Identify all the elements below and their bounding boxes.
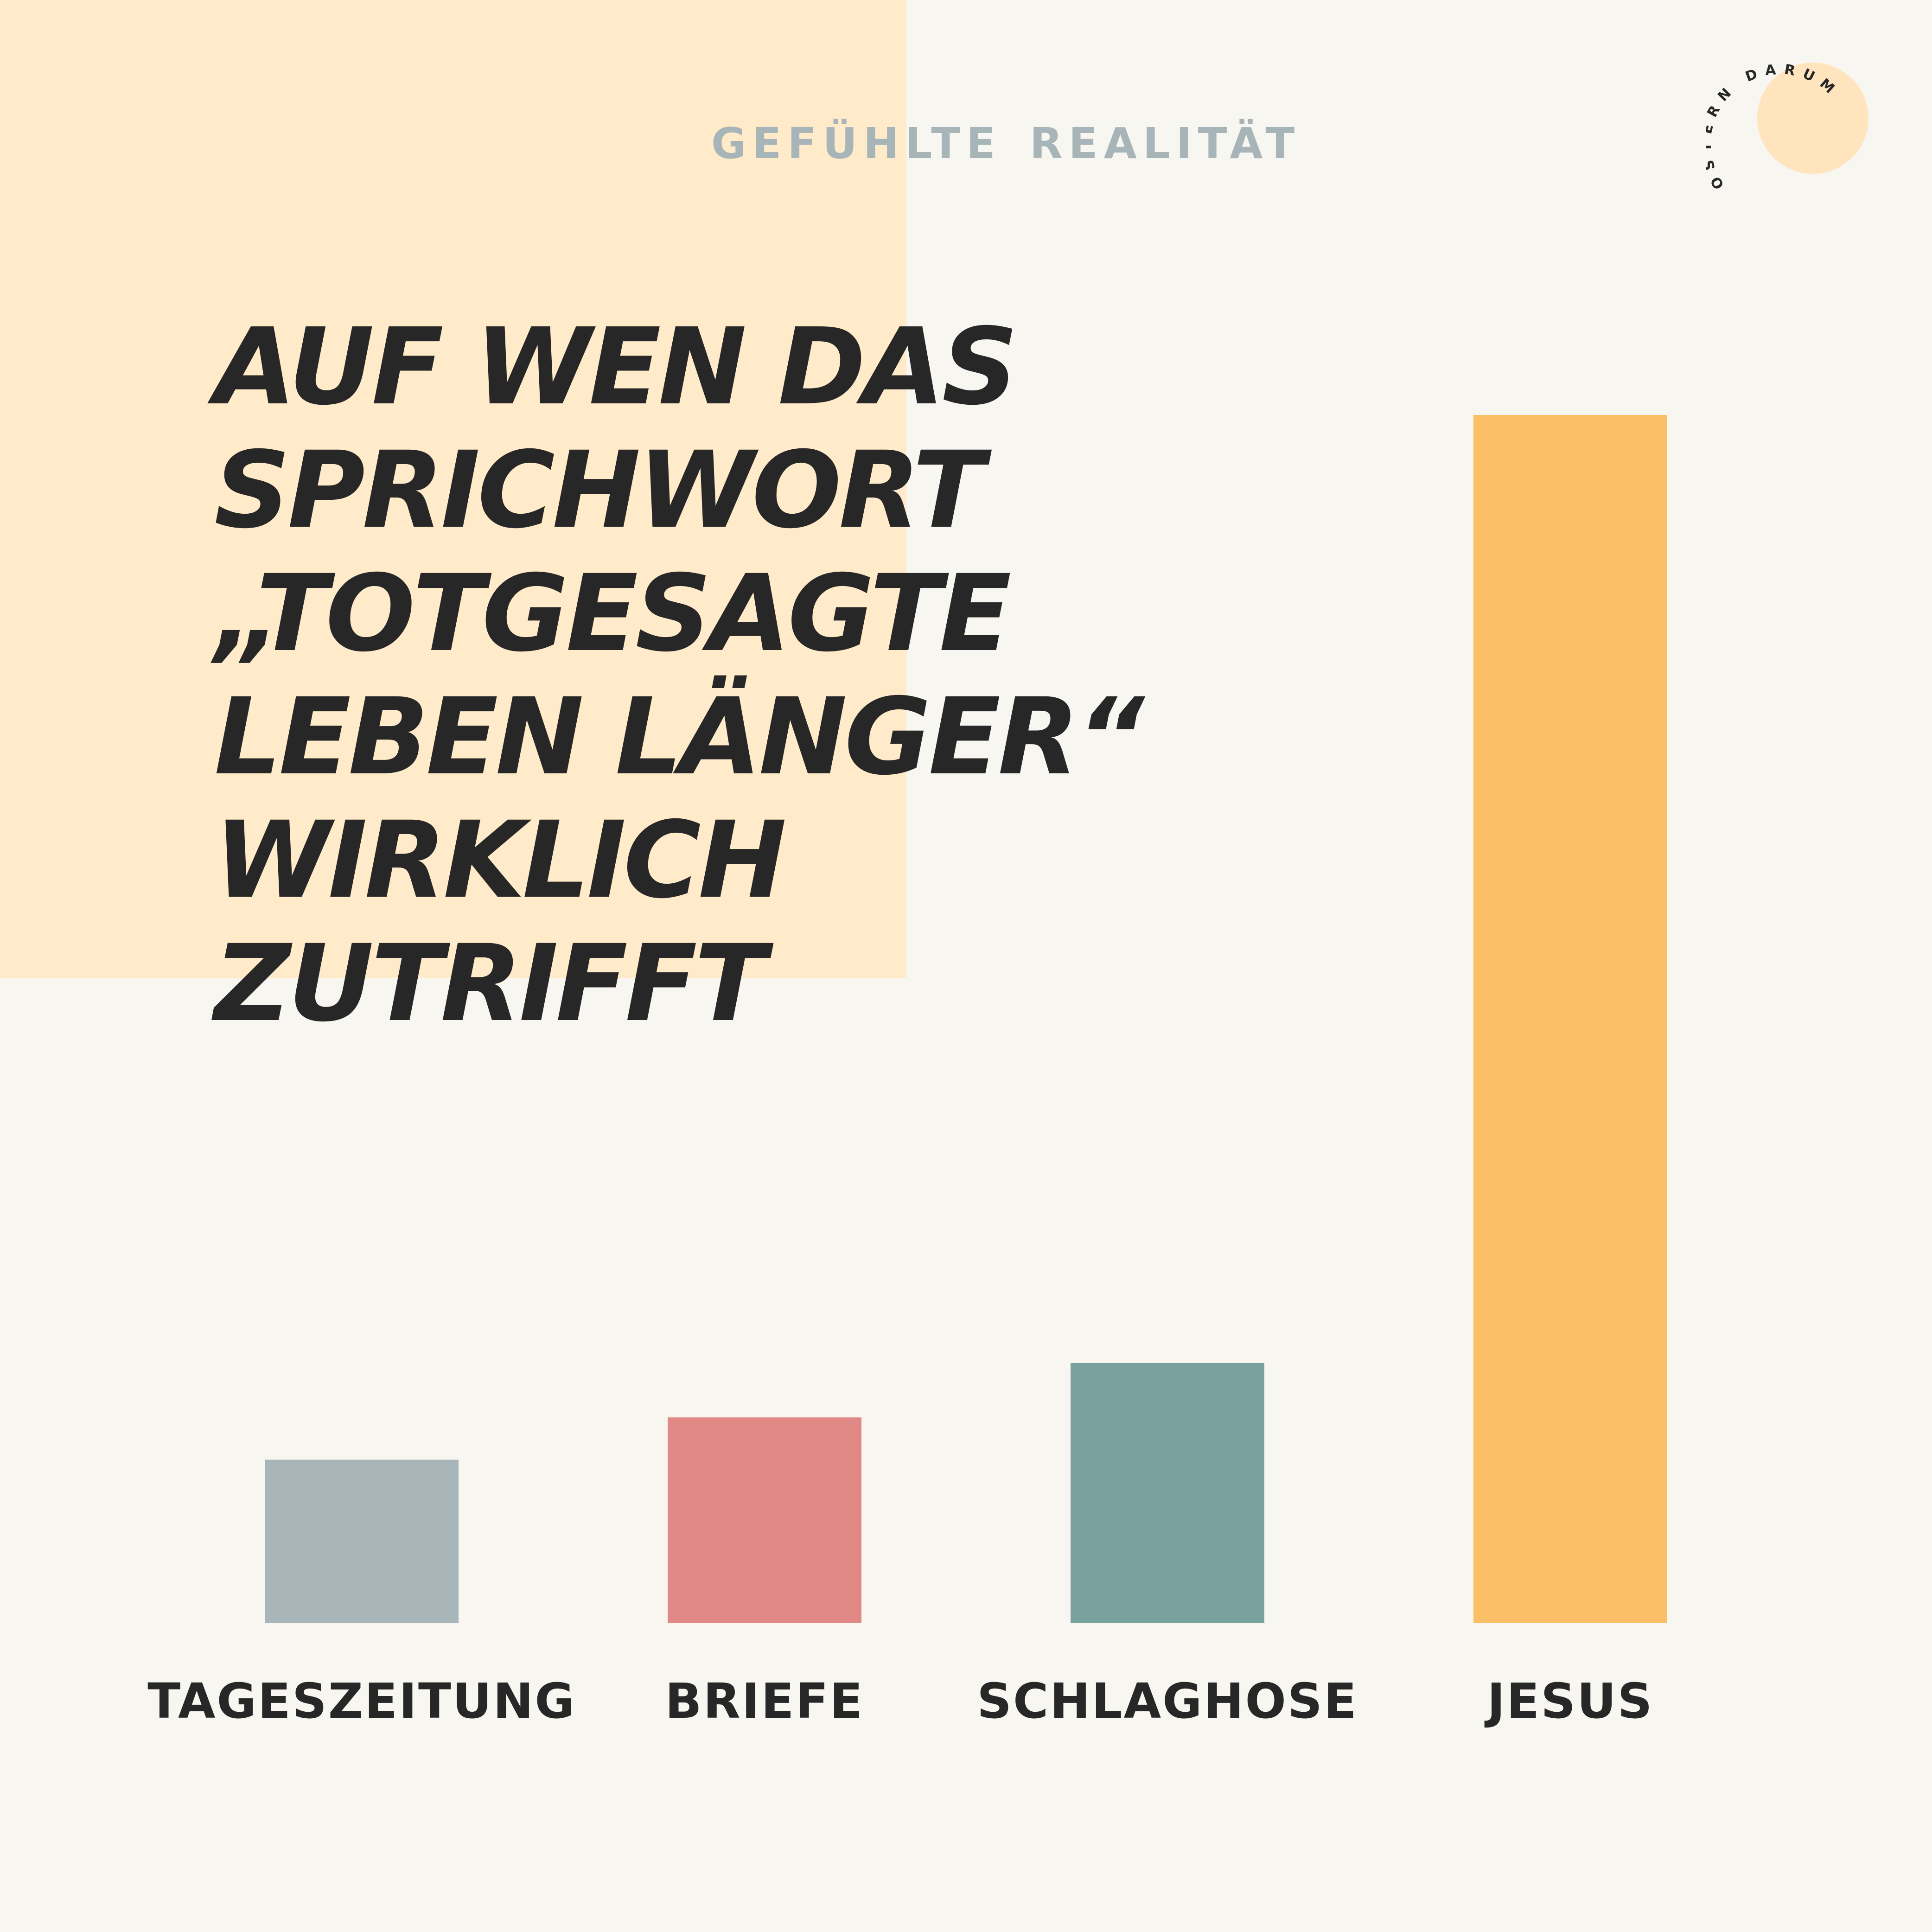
logo-circle xyxy=(1757,63,1868,174)
logo-badge: OSTERN DARUM xyxy=(1706,56,1882,232)
category-label: SCHLAGHOSE xyxy=(977,1673,1358,1729)
category-label: TAGESZEITUNG xyxy=(147,1673,576,1729)
headline-line: LEBEN LÄNGER“ xyxy=(214,675,1145,798)
subtitle: GEFÜHLTE REALITÄT xyxy=(711,119,1301,168)
bar-jesus xyxy=(1473,415,1667,1623)
circle-text-badge-icon: OSTERN DARUM xyxy=(1706,61,1868,192)
category-label: BRIEFE xyxy=(665,1673,864,1729)
category-label: JESUS xyxy=(1485,1673,1654,1729)
bar-schlaghose xyxy=(1071,1363,1264,1623)
headline-line: SPRICHWORT xyxy=(214,428,985,552)
bar-tageszeitung xyxy=(265,1460,459,1623)
headline-line: WIRKLICH xyxy=(214,798,787,922)
headline-line: ZUTRIFFT xyxy=(214,922,766,1045)
headline-line: AUF WEN DAS xyxy=(214,305,1018,428)
headline-line: „TOTGESAGTE xyxy=(214,552,1011,675)
headline: AUF WEN DAS SPRICHWORT „TOTGESAGTE LEBEN… xyxy=(214,305,1145,1045)
accent-background-block xyxy=(0,0,906,978)
bar-briefe xyxy=(668,1417,861,1623)
